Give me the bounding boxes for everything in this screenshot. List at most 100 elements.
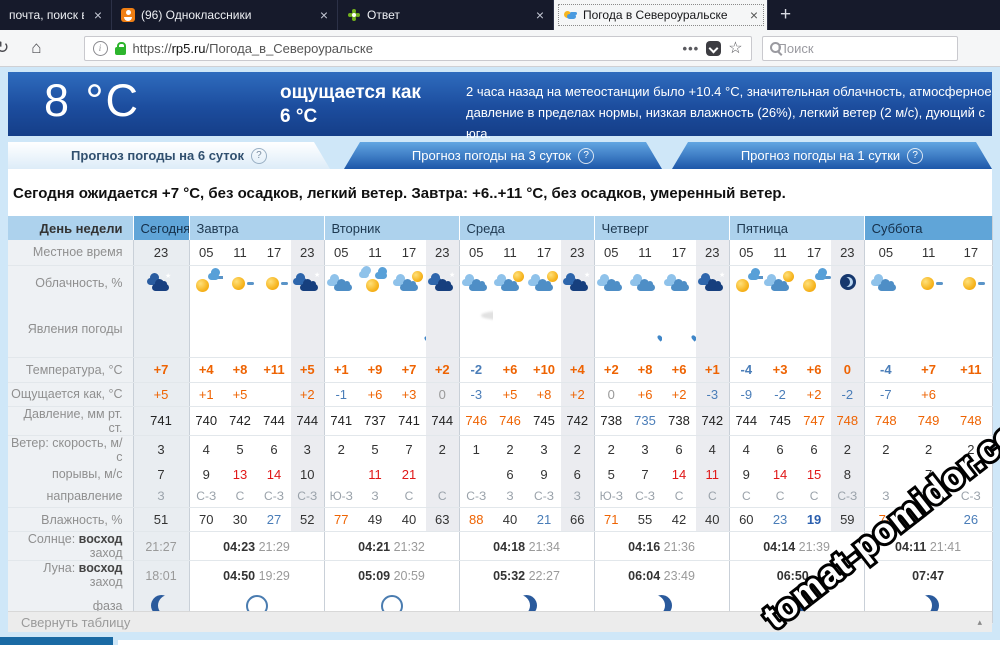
collapse-table-bar[interactable]: Свернуть таблицу ▴ [8, 611, 992, 632]
cell-feels: 0 [426, 382, 460, 407]
cell-gust: 9 [540, 466, 548, 482]
cell-hum: 55 [628, 507, 663, 532]
cloud-shape [528, 274, 543, 287]
forecast-tab[interactable]: Прогноз погоды на 3 суток? [344, 142, 662, 169]
cell-press: 746 [493, 406, 528, 436]
cell-dir: С [728, 484, 764, 508]
cell-gust: 15 [806, 466, 822, 482]
cell-sun: 04:11 21:41 [863, 531, 993, 561]
cell-hum: 23 [763, 507, 798, 532]
browser-tab[interactable]: почта, поиск в интер × [0, 0, 112, 30]
cell-dir: З [863, 484, 908, 508]
tab-close-icon[interactable]: × [749, 7, 758, 23]
cell-temp: +3 [763, 357, 798, 383]
cell-gust: 14 [772, 466, 788, 482]
day-header: Среда [458, 216, 595, 240]
rain-drop-icon [423, 335, 426, 343]
question-icon: ? [907, 148, 923, 164]
cell-press: 744 [426, 406, 460, 436]
cell-phen [696, 301, 730, 358]
cell-time: 05 [188, 240, 223, 266]
cell-phen [257, 301, 291, 358]
cloud-shape [501, 279, 520, 292]
cloud-shape [400, 279, 418, 292]
cell-time: 05 [593, 240, 629, 266]
search-box[interactable] [761, 35, 958, 61]
day-header: Четверг [593, 216, 730, 240]
label-rise: восход [78, 561, 123, 575]
forecast-tab[interactable]: Прогноз погоды на 1 сутки? [672, 142, 992, 169]
new-tab-button[interactable]: + [780, 4, 792, 25]
weather-icon-nightclouds: ★ [561, 269, 594, 297]
url-text: https://rp5.ru/Погода_в_Североуральске [132, 40, 373, 56]
browser-tab[interactable]: Погода в Североуральске × [554, 0, 768, 30]
star-shape: ★ [314, 272, 321, 280]
reload-icon[interactable]: ↻ [0, 38, 10, 57]
sun-shape [366, 279, 379, 293]
cell-feels: +6 [628, 382, 663, 407]
set-time: 19:29 [258, 568, 290, 583]
browser-tab-strip: почта, поиск в интер × (96) Одноклассники ×… [0, 0, 1000, 30]
cell-time: 05 [728, 240, 764, 266]
dash-shape [824, 276, 832, 280]
cell-wind: 3 [641, 442, 649, 457]
cell-phen [907, 301, 951, 358]
bookmark-star-icon[interactable]: ☆ [728, 40, 743, 57]
cell-temp: +11 [257, 357, 291, 383]
label-prefix: Солнце: [27, 532, 79, 546]
tab-close-icon[interactable]: × [319, 7, 328, 23]
flower-favicon [347, 8, 361, 22]
cell-gust [426, 463, 460, 485]
cell-press: 749 [907, 406, 951, 436]
cell-temp: +7 [907, 357, 951, 383]
cell-time: 23 [426, 240, 460, 266]
dash-shape [977, 282, 985, 286]
cell-gust: 7 [924, 466, 933, 482]
cell-dir: С-З [291, 484, 324, 508]
cloud-shape [326, 274, 341, 287]
cell-dir: С [763, 484, 798, 508]
set-time: 22:27 [528, 568, 560, 583]
cloud-shape [637, 279, 656, 292]
cell-temp: +1 [696, 357, 730, 383]
set-time: 21:39 [798, 539, 830, 554]
cloud-shape [570, 279, 589, 292]
cell-hum: 42 [662, 507, 697, 532]
browser-tab[interactable]: (96) Одноклассники × [112, 0, 338, 30]
label-prefix: Луна: [43, 561, 79, 575]
current-weather-banner: 8 °C ощущается как 6 °C 2 часа назад на … [8, 72, 992, 141]
cell-wind: 3 [540, 442, 548, 457]
cell-dir: З [358, 484, 392, 508]
home-icon[interactable]: ⌂ [31, 38, 42, 57]
cloud-shape [698, 273, 713, 286]
weather-icon-cloudy [662, 269, 696, 297]
ok-favicon [121, 8, 135, 22]
tab-close-icon[interactable]: × [535, 7, 544, 23]
tab-close-icon[interactable]: × [93, 7, 102, 23]
cell-gust: 9 [728, 463, 764, 485]
cell-phen [223, 301, 257, 358]
cell-feels: -9 [728, 382, 764, 407]
dash-shape [247, 282, 254, 286]
weather-icon-nightcloud: ★ [144, 269, 178, 297]
dash-shape [281, 282, 288, 286]
cell-moon: 18:01 [132, 560, 189, 589]
page-actions-icon[interactable]: ••• [682, 40, 700, 56]
cell-cloud [223, 265, 257, 301]
dash-shape [756, 276, 764, 280]
search-input[interactable] [775, 39, 956, 57]
weather-favicon [563, 8, 577, 22]
forecast-tab[interactable]: Прогноз погоды на 6 суток? [8, 142, 330, 169]
cell-temp: +7 [392, 357, 426, 383]
rise-time: 04:11 [895, 539, 930, 554]
url-bar[interactable]: i https://rp5.ru/Погода_в_Североуральске… [83, 35, 752, 61]
cell-temp: 0 [831, 357, 865, 383]
info-icon[interactable]: i [92, 40, 108, 56]
browser-tab[interactable]: Ответ × [338, 0, 554, 30]
cell-wind: 3 [132, 435, 189, 464]
set-time: 21:32 [393, 539, 425, 554]
cell-hum: 21 [527, 507, 562, 532]
pocket-icon[interactable] [706, 40, 722, 56]
cell-feels: +5 [493, 382, 528, 407]
rise-time: 04:16 [628, 539, 664, 554]
